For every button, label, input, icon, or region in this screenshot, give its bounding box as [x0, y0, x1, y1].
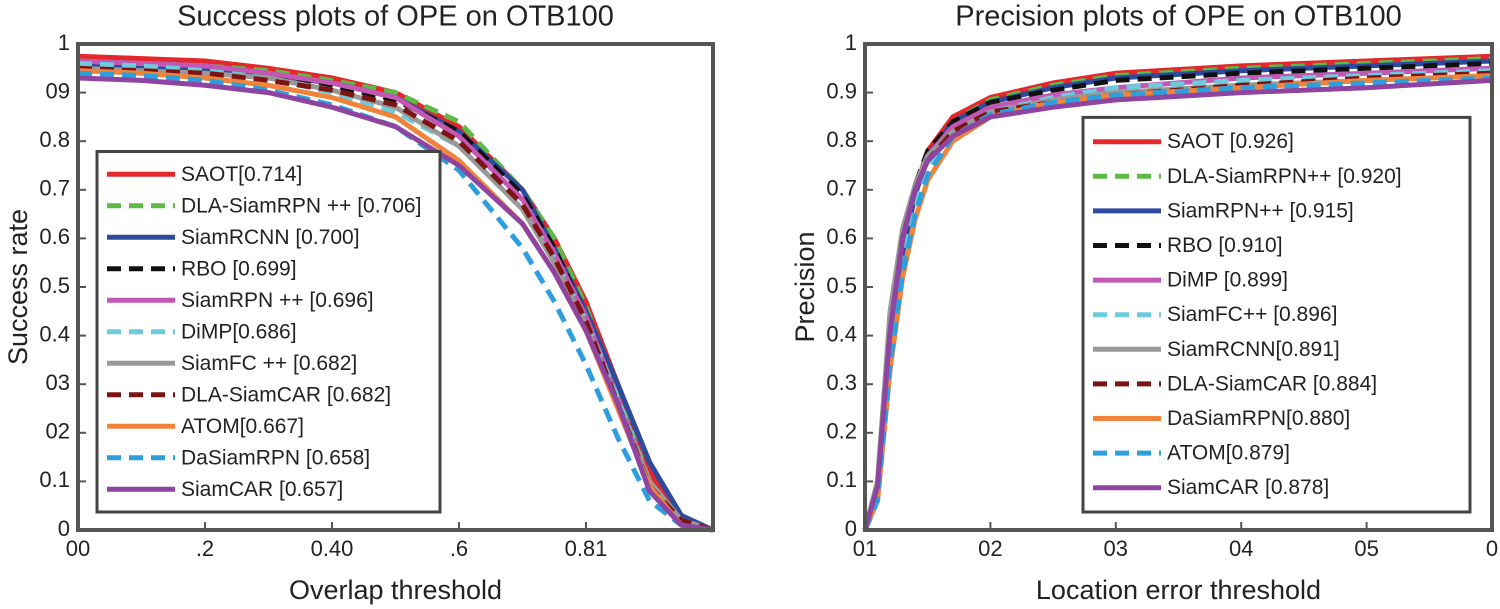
y-tick-label: 0.8 — [826, 127, 857, 152]
y-axis-label: Success rate — [3, 209, 33, 365]
y-axis-label: Precision — [790, 231, 820, 342]
series-line — [77, 70, 714, 533]
chart: 00 .2 0.40 .6 0.81 0 0.1 02 03 0.4 0.5 0.6 0.7 0.8 09 1… — [3, 1, 715, 605]
y-tick-label: 0.1 — [826, 467, 857, 492]
legend-label: ATOM[0.879] — [1167, 442, 1290, 465]
y-tick-label: 0.2 — [826, 419, 857, 444]
legend-label: DLA-SiamRPN ++ [0.706] — [181, 194, 421, 217]
x-tick-label: 04 — [1229, 536, 1253, 561]
legend-label: SiamRPN++ [0.915] — [1167, 199, 1354, 222]
x-tick-label: 01 — [853, 536, 877, 561]
y-tick-label: 0.6 — [826, 224, 857, 249]
y-tick-label: 0.7 — [826, 176, 857, 201]
series-line — [77, 75, 714, 533]
legend-label: SiamCAR [0.657] — [181, 478, 343, 501]
legend-label: SiamRCNN[0.891] — [1167, 338, 1340, 361]
y-tick-label: 0.9 — [826, 78, 857, 103]
x-tick-label: .6 — [450, 536, 468, 561]
series-line — [862, 77, 1493, 531]
y-tick-label: 0.8 — [39, 127, 70, 152]
y-tick-label: 0 — [845, 516, 857, 541]
legend-label: DiMP[0.686] — [181, 320, 297, 343]
legend: SAOT[0.714] DLA-SiamRPN ++ [0.706] SiamRCN… — [95, 150, 442, 514]
series-line — [862, 60, 1493, 531]
chart-title: Success plots of OPE on OTB100 — [177, 1, 614, 33]
legend-label: ATOM[0.667] — [181, 415, 304, 438]
y-tick-label: 0.1 — [39, 467, 70, 492]
x-tick-label: .2 — [196, 536, 214, 561]
chart-title: Precision plots of OPE on OTB100 — [955, 1, 1402, 33]
y-tick-label: 0.3 — [826, 370, 857, 395]
legend-label: DLA-SiamCAR [0.884] — [1167, 372, 1377, 395]
legend-label: SAOT[0.714] — [181, 163, 302, 186]
chart: 01 02 03 04 05 0 0 0.1 0.2 0.3 0.4 0.5 0.6 0.7 0.8 0.9 1… — [790, 1, 1498, 605]
y-tick-label: 0.7 — [39, 176, 70, 201]
x-axis-label: Overlap threshold — [289, 575, 502, 605]
legend-label: SiamFC++ [0.896] — [1167, 303, 1337, 326]
y-tick-label: 1 — [58, 30, 70, 55]
y-tick-label: 0.5 — [39, 273, 70, 298]
legend-label: RBO [0.699] — [181, 257, 297, 280]
x-tick-label: 0 — [1486, 536, 1498, 561]
y-tick-label: 0 — [58, 516, 70, 541]
legend-label: DLA-SiamRPN++ [0.920] — [1167, 165, 1402, 188]
x-tick-label: 03 — [1104, 536, 1128, 561]
legend: SAOT [0.926] DLA-SiamRPN++ [0.920] SiamRPN… — [1081, 115, 1472, 514]
legend-label: DLA-SiamCAR [0.682] — [181, 383, 391, 406]
x-tick-label: 02 — [978, 536, 1002, 561]
x-tick-label: 00 — [66, 536, 90, 561]
legend-label: SiamCAR [0.878] — [1167, 476, 1329, 499]
legend-label: DiMP [0.899] — [1167, 269, 1288, 292]
x-axis-label: Location error threshold — [1036, 575, 1321, 605]
x-tick-label: 05 — [1354, 536, 1378, 561]
legend-label: DaSiamRPN [0.658] — [181, 446, 370, 469]
legend-label: SiamRCNN [0.700] — [181, 226, 360, 249]
x-tick-label: 0.40 — [311, 536, 354, 561]
legend-label: DaSiamRPN[0.880] — [1167, 407, 1350, 430]
legend-label: SiamRPN ++ [0.696] — [181, 289, 374, 312]
y-tick-label: 0.4 — [826, 321, 857, 346]
y-tick-label: 0.4 — [39, 321, 70, 346]
legend-label: SAOT [0.926] — [1167, 130, 1294, 153]
y-tick-label: 1 — [845, 30, 857, 55]
y-tick-label: 0.5 — [826, 273, 857, 298]
y-tick-label: 03 — [46, 370, 70, 395]
legend-label: RBO [0.910] — [1167, 234, 1283, 257]
y-tick-label: 09 — [46, 78, 70, 103]
x-tick-label: 0.81 — [565, 536, 608, 561]
y-tick-label: 02 — [46, 419, 70, 444]
legend-label: SiamFC ++ [0.682] — [181, 352, 357, 375]
y-tick-label: 0.6 — [39, 224, 70, 249]
